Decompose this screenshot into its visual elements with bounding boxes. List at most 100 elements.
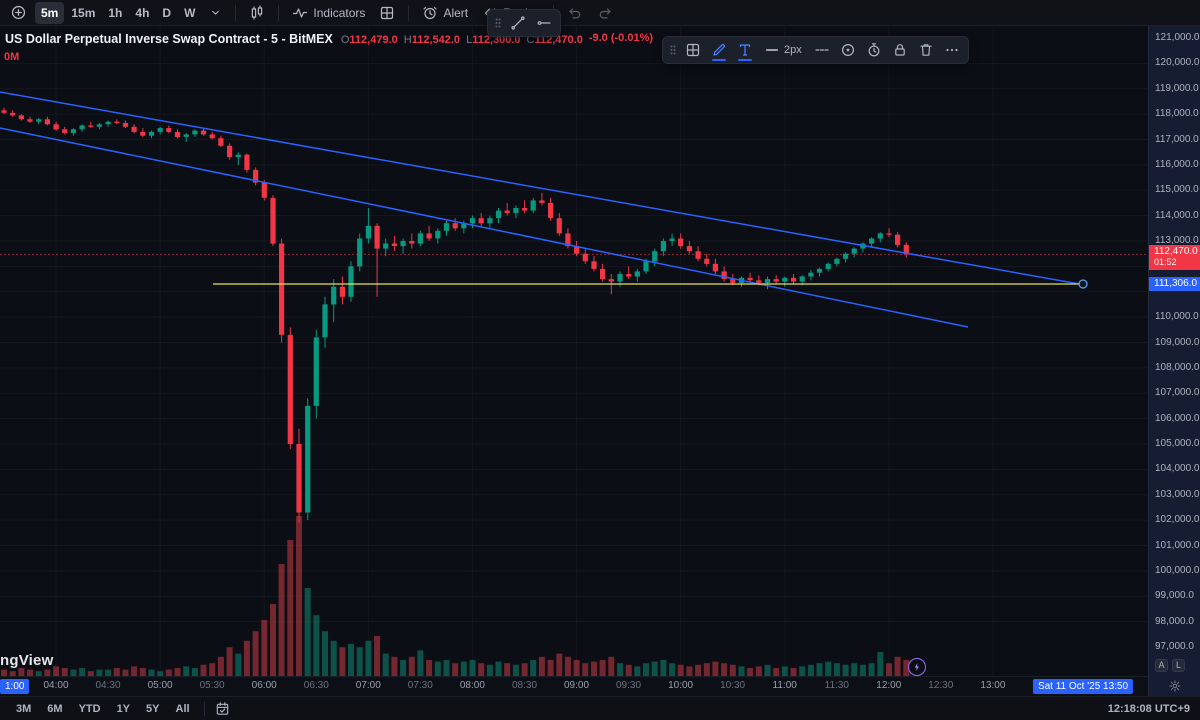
candlestick-chart[interactable] [0,26,1148,676]
price-axis-label: 99,000.0 [1155,590,1194,602]
quick-search-button[interactable] [4,2,33,24]
candle-body [140,131,146,136]
trend-line[interactable] [0,127,969,328]
volume-bar [96,669,103,676]
timer-button[interactable] [862,38,886,62]
volume-bar [669,663,676,676]
timeframe-4h[interactable]: 4h [129,2,155,24]
volume-bar [547,660,554,676]
candle-body [383,243,389,249]
candle-body [626,274,632,277]
volume-bar [400,660,407,676]
volume-bar [79,668,86,676]
price-axis-label: 101,000.0 [1155,539,1200,551]
drag-handle-icon[interactable] [667,42,679,58]
more-options-button[interactable] [940,38,964,62]
range-5y[interactable]: 5Y [140,701,165,717]
candle-body [62,129,68,134]
volume-bar [209,663,216,676]
candle-body [504,210,510,214]
line-style-button[interactable] [810,38,834,62]
divider [408,4,410,21]
candle-body [409,241,415,244]
time-axis-label: 09:00 [563,680,590,691]
axis-settings-button[interactable] [1149,676,1200,696]
volume-bar [200,664,207,676]
undo-button[interactable] [561,2,589,24]
volume-bar [747,668,754,676]
volume-bar [426,660,433,676]
volume-bar [348,644,354,676]
price-axis-label: 98,000.0 [1155,615,1194,627]
delete-button[interactable] [914,38,938,62]
axis-toggle-a[interactable]: A [1155,659,1168,672]
volume-bar [270,604,276,676]
candle-body [764,279,771,283]
axis-toggle-l[interactable]: L [1172,659,1185,672]
go-to-date-button[interactable] [213,699,232,718]
brush-tool-button[interactable] [707,38,731,62]
price-axis-label: 100,000.0 [1155,564,1200,576]
candle-body [131,126,137,132]
drag-handle-icon[interactable] [492,15,504,31]
drawing-anchor[interactable] [1078,279,1088,289]
alert-button[interactable]: Alert [416,2,474,24]
volume-bar [374,636,381,676]
candle-body [712,263,718,272]
timeframe-5m[interactable]: 5m [35,1,65,24]
trend-line[interactable] [0,91,1086,286]
trendline-tool-button[interactable] [506,11,530,35]
clock-timezone[interactable]: 12:18:08 UTC+9 [1107,702,1190,715]
candle-body [851,248,857,254]
timeframe-15m[interactable]: 15m [65,2,101,24]
volume-bar [443,660,450,676]
timeframe-menu-button[interactable] [203,2,228,24]
lock-button[interactable] [888,38,912,62]
volume-bar [417,650,424,676]
time-axis-label: 04:00 [43,680,69,691]
candle-body [209,134,215,139]
indicators-button[interactable]: Indicators [286,2,371,24]
text-tool-button[interactable] [733,38,757,62]
range-ytd[interactable]: YTD [73,701,107,717]
candle-body [825,263,831,269]
chart-style-button[interactable] [243,2,271,24]
candle-body [244,154,250,170]
range-3m[interactable]: 3M [10,701,37,717]
candle-body [660,241,666,252]
symbol-info-row[interactable]: US Dollar Perpetual Inverse Swap Contrac… [5,32,653,46]
candle-body [522,208,528,211]
candle-body [487,218,493,224]
range-6m[interactable]: 6M [41,701,68,717]
volume-bar [530,660,537,676]
price-axis-label: 109,000.0 [1155,336,1200,348]
line-width-button[interactable]: 2px [759,38,808,62]
redo-button[interactable] [591,2,619,24]
timeframe-W[interactable]: W [178,2,201,24]
timeframe-1h[interactable]: 1h [102,2,128,24]
volume-bar [677,664,684,676]
volume-bar [174,668,181,676]
point-markers-button[interactable] [836,38,860,62]
time-axis-label: 08:30 [511,680,538,691]
symbol-title[interactable]: US Dollar Perpetual Inverse Swap Contrac… [5,32,333,46]
boost-button[interactable] [908,658,926,676]
range-all[interactable]: All [170,701,196,717]
candle-body [253,169,259,183]
candle-body [790,277,797,282]
time-axis-label: 06:30 [303,680,329,691]
layout-templates-button[interactable] [373,2,401,24]
time-axis[interactable]: 1:00 Sat 11 Oct '25 13:50 04:00 04:30 05:0… [0,676,1148,696]
template-grid-button[interactable] [681,38,705,62]
candle-body [348,266,354,297]
current-price-badge: 112,470.0 01:52 [1149,245,1200,271]
candle-body [218,138,224,146]
volume-bar [764,664,771,676]
volume-bar [339,647,346,676]
chart-pane[interactable]: US Dollar Perpetual Inverse Swap Contrac… [0,26,1148,676]
divider [235,4,237,21]
horizontal-ray-tool-button[interactable] [532,11,556,35]
range-1y[interactable]: 1Y [111,701,136,717]
timeframe-D[interactable]: D [156,2,177,24]
